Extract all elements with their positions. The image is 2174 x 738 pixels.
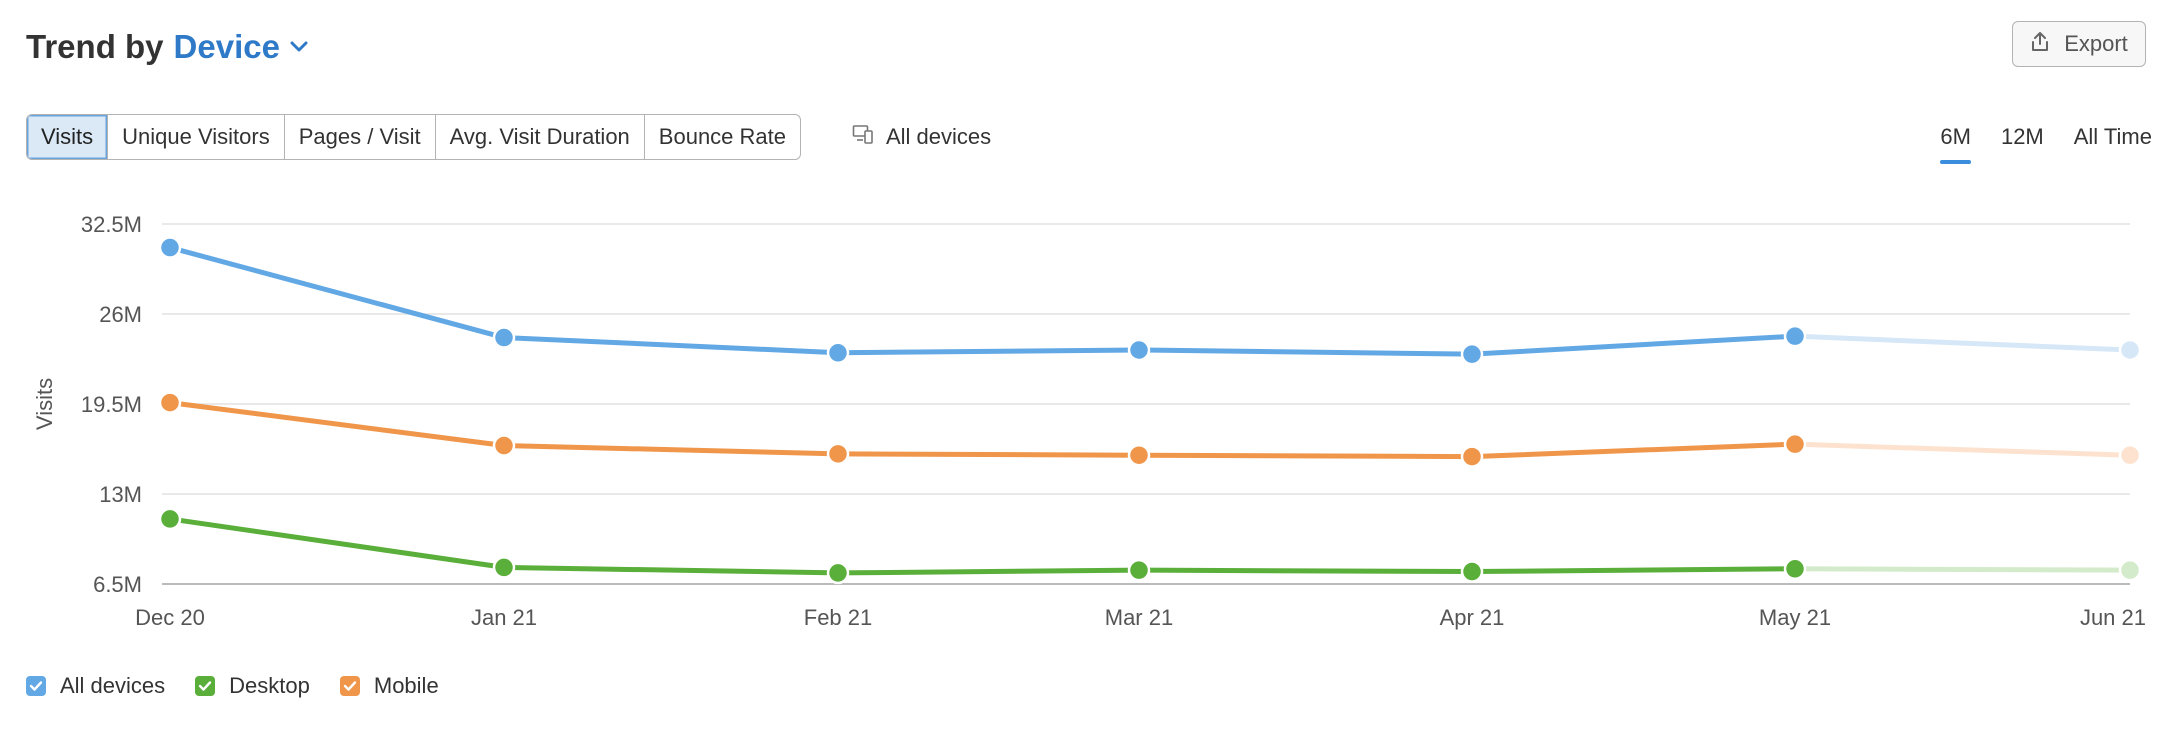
period-tabs: 6M 12M All Time (1940, 114, 2152, 164)
checkbox-checked-icon[interactable] (195, 676, 216, 696)
series-line-projected-all-devices (1792, 333, 2133, 353)
data-point-desktop (1460, 560, 1484, 583)
legend-item-desktop[interactable]: Desktop (195, 673, 310, 699)
data-point-mobile (1783, 432, 1807, 456)
series-line-projected-mobile (1792, 441, 2133, 458)
page-title: Trend by (26, 28, 164, 65)
tab-avg-visit-duration[interactable]: Avg. Visit Duration (434, 115, 644, 159)
checkbox-checked-icon[interactable] (339, 676, 360, 696)
series-line-desktop (167, 516, 1798, 576)
x-tick-label: Apr 21 (1440, 605, 1505, 630)
devices-icon (852, 123, 874, 151)
y-axis-label: Visits (32, 378, 57, 430)
y-tick-label: 19.5M (81, 392, 142, 417)
x-tick-label: Feb 21 (804, 605, 873, 630)
legend-item-all-devices[interactable]: All devices (26, 673, 165, 699)
export-button[interactable]: Export (2012, 21, 2146, 67)
tab-bounce-rate[interactable]: Bounce Rate (643, 115, 800, 159)
x-tick-label: May 21 (1759, 605, 1831, 630)
chart-header: Trend by Device (26, 22, 308, 72)
checkbox-checked-icon[interactable] (26, 676, 46, 696)
data-point-desktop (492, 556, 516, 579)
data-point-mobile (826, 442, 850, 466)
tab-unique-visitors[interactable]: Unique Visitors (107, 115, 284, 159)
legend-label: Mobile (373, 673, 439, 698)
period-tab-6m[interactable]: 6M (1940, 114, 1971, 164)
data-point-mobile (1127, 443, 1151, 467)
data-point-all-devices (826, 341, 850, 365)
y-tick-label: 26M (99, 302, 142, 327)
series-line-projected-desktop (1792, 566, 2133, 573)
period-tab-all-time[interactable]: All Time (2073, 124, 2152, 149)
legend-label: All devices (60, 673, 166, 698)
data-point-all-devices (158, 236, 182, 259)
data-point-all-devices (1460, 342, 1484, 366)
y-tick-label: 13M (99, 482, 142, 507)
device-filter-label: All devices (886, 124, 992, 149)
data-point-mobile (1460, 445, 1484, 468)
period-tab-12m[interactable]: 12M (2000, 124, 2044, 149)
device-dropdown[interactable]: Device (174, 28, 308, 66)
metric-tabs: Visits Unique Visitors Pages / Visit Avg… (26, 114, 801, 160)
tab-visits[interactable]: Visits (27, 115, 108, 159)
legend-item-mobile[interactable]: Mobile (339, 673, 439, 699)
data-point-all-devices (1783, 324, 1807, 348)
device-dropdown-label: Device (173, 28, 280, 65)
data-point-desktop (2118, 558, 2142, 582)
export-icon (2030, 30, 2050, 58)
data-point-all-devices (2118, 338, 2142, 362)
x-tick-label: Mar 21 (1105, 605, 1173, 630)
tab-pages-per-visit[interactable]: Pages / Visit (283, 115, 435, 159)
chart-legend: All devices Desktop Mobile (26, 672, 439, 700)
data-point-desktop (1127, 558, 1151, 582)
data-point-desktop (158, 507, 182, 531)
y-tick-label: 6.5M (93, 572, 142, 597)
data-point-all-devices (1127, 338, 1151, 362)
y-tick-label: 32.5M (81, 212, 142, 237)
data-point-mobile (492, 434, 516, 457)
x-tick-label: Jun 21 (2080, 605, 2146, 630)
legend-label: Desktop (229, 673, 310, 698)
x-tick-label: Dec 20 (135, 605, 205, 630)
data-point-mobile (2118, 443, 2142, 467)
data-point-all-devices (492, 326, 516, 349)
x-tick-label: Jan 21 (471, 605, 537, 630)
data-point-desktop (1783, 557, 1807, 581)
series-line-mobile (167, 400, 1798, 460)
data-point-desktop (826, 561, 850, 585)
export-label: Export (2064, 31, 2128, 56)
chevron-down-icon (290, 41, 308, 53)
data-point-mobile (158, 391, 182, 414)
series-line-all-devices (167, 245, 1798, 357)
visits-line-chart: 32.5M 26M 19.5M 13M 6.5M Visits Dec 20 Jan 21 Fe… (32, 212, 2146, 630)
device-filter[interactable]: All devices (852, 114, 991, 160)
